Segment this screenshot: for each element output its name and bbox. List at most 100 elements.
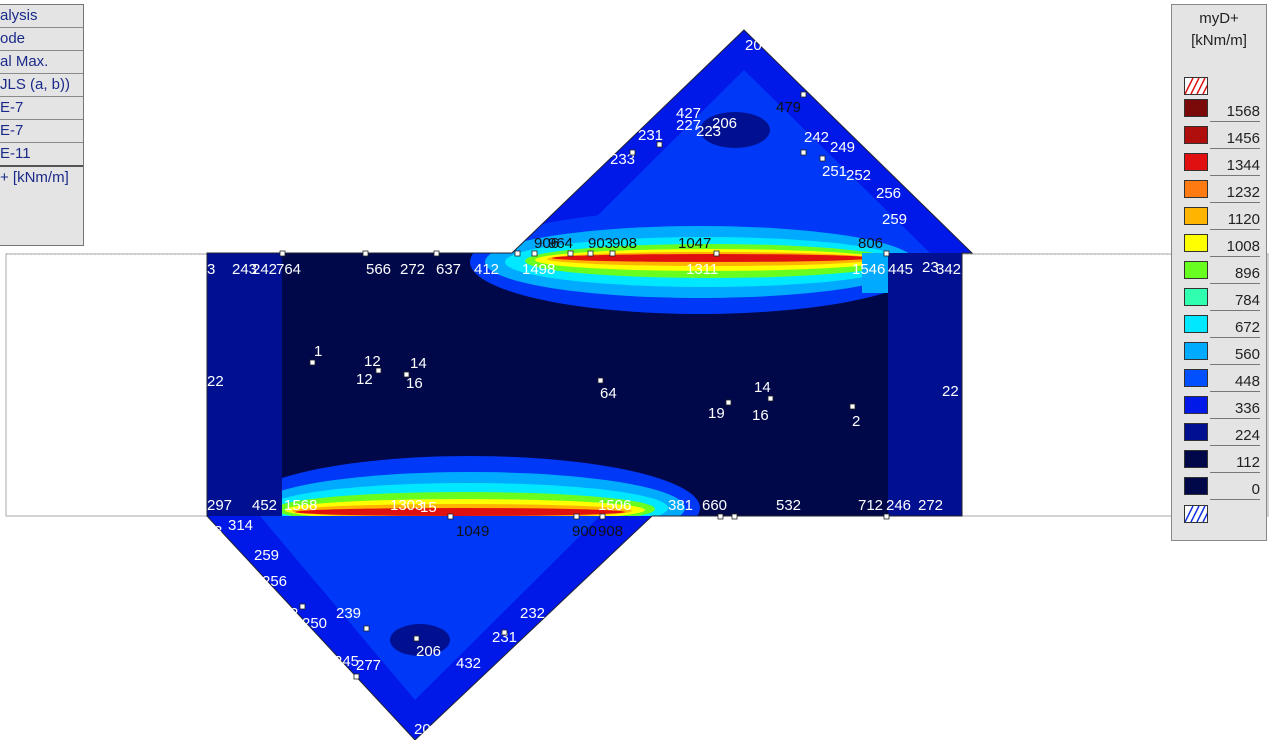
legend-value: 1232 <box>1210 184 1260 203</box>
label-upper-9: 1498 <box>522 261 555 278</box>
label-top-3: 427 <box>676 105 701 122</box>
label-top-1: 20 <box>745 37 762 54</box>
label-bottom-2: 256 <box>262 573 287 590</box>
legend-swatch <box>1184 450 1208 468</box>
info-row-analysis: alysis <box>0 5 83 28</box>
info-row-e11: E-11 <box>0 143 83 167</box>
label-upper-10: 1311 <box>686 261 718 278</box>
info-row-component: + [kNm/m] <box>0 169 69 186</box>
label-bottom-5: 239 <box>336 605 361 622</box>
info-row-mode: ode <box>0 28 83 51</box>
legend-value: 336 <box>1210 400 1260 419</box>
info-row-combination: JLS (a, b)) <box>0 74 83 97</box>
label-bottom-11: 277 <box>356 657 381 674</box>
label-top-6: 206 <box>712 115 737 132</box>
label-upper-4: 764 <box>276 261 301 278</box>
label-upper-14: 342 <box>936 261 961 278</box>
legend-swatch <box>1184 261 1208 279</box>
legend-hatch-min-icon <box>1184 505 1210 523</box>
legend-swatch <box>1184 396 1208 414</box>
label-top-10: 249 <box>830 139 855 156</box>
label-mid-4: 12 <box>356 371 373 388</box>
legend-value: 0 <box>1210 481 1260 500</box>
label-lower-1: 297 <box>207 497 232 514</box>
label-upper-2: 243 <box>232 261 257 278</box>
label-upper-6: 272 <box>400 261 425 278</box>
label-lower-5: 15 <box>420 499 437 516</box>
shape-outline <box>206 29 974 740</box>
legend-value: 1344 <box>1210 157 1260 176</box>
info-row-max: al Max. <box>0 51 83 74</box>
legend-swatch <box>1184 369 1208 387</box>
label-top-16: 964 <box>548 235 573 252</box>
label-lower-6: 1506 <box>598 497 631 514</box>
label-top-2: 479 <box>776 99 801 116</box>
legend-value: 1568 <box>1210 103 1260 122</box>
label-top-18: 908 <box>612 235 637 252</box>
label-bottom-3: 2 <box>290 605 298 622</box>
legend-title: myD+ <box>1199 10 1239 27</box>
label-mid-9: 14 <box>754 379 771 396</box>
label-top-13: 256 <box>876 185 901 202</box>
label-bottom-12: 20 <box>414 721 431 738</box>
legend-value: 896 <box>1210 265 1260 284</box>
label-bottom-9: 432 <box>456 655 481 672</box>
label-top-14: 259 <box>882 211 907 228</box>
label-lower-8: 660 <box>702 497 727 514</box>
legend-value: 224 <box>1210 427 1260 446</box>
info-panel: alysis ode al Max. JLS (a, b)) E-7 E-7 E… <box>0 4 84 246</box>
legend-swatch <box>1184 153 1208 171</box>
label-lower-12: 272 <box>918 497 943 514</box>
label-lower-7: 381 <box>668 497 693 514</box>
legend-unit: [kNm/m] <box>1191 32 1247 49</box>
legend-value: 1120 <box>1210 211 1260 230</box>
label-bottom-1: 259 <box>254 547 279 564</box>
label-top-7: 231 <box>638 127 663 144</box>
label-top-8: 233 <box>610 151 635 168</box>
legend-swatch <box>1184 180 1208 198</box>
legend-swatch <box>1184 126 1208 144</box>
label-bottom-10: 245 <box>334 653 359 670</box>
label-top-4: 227 <box>676 117 701 134</box>
label-bottom-7: 232 <box>520 605 545 622</box>
label-upper-12: 445 <box>888 261 913 278</box>
legend-swatch <box>1184 423 1208 441</box>
legend-value: 1008 <box>1210 238 1260 257</box>
label-mid-6: 16 <box>406 375 423 392</box>
label-lower-16: 314 <box>228 517 253 534</box>
label-mid-1: 22 <box>207 373 224 390</box>
label-upper-3: 242 <box>252 261 277 278</box>
node-markers <box>279 91 890 680</box>
label-top-20: 806 <box>858 235 883 252</box>
label-mid-7: 64 <box>600 385 617 402</box>
label-top-19: 1047 <box>678 235 711 252</box>
label-mid-11: 2 <box>852 413 860 430</box>
info-row-e7-a: E-7 <box>0 97 83 120</box>
label-lower-11: 246 <box>886 497 911 514</box>
label-upper-1: 3 <box>207 261 215 278</box>
label-lower-4: 1303 <box>390 497 423 514</box>
legend-swatch <box>1184 477 1208 495</box>
label-mid-3: 12 <box>364 353 381 370</box>
label-bottom-4: 250 <box>302 615 327 632</box>
label-lower-17: 3 <box>214 523 222 540</box>
legend-value: 784 <box>1210 292 1260 311</box>
legend-swatch <box>1184 99 1208 117</box>
legend-swatch <box>1184 315 1208 333</box>
label-top-12: 252 <box>846 167 871 184</box>
label-bottom-6: 206 <box>416 643 441 660</box>
label-top-5: 223 <box>696 123 721 140</box>
legend-swatch <box>1184 234 1208 252</box>
color-legend: myD+ [kNm/m] 1568 1456 1344 1232 1120 1008 896… <box>1171 4 1267 541</box>
label-upper-13: 23 <box>922 259 939 276</box>
label-top-17: 903 <box>588 235 613 252</box>
label-lower-15: 908 <box>598 523 623 540</box>
label-upper-5: 566 <box>366 261 391 278</box>
label-upper-8: 412 <box>474 261 499 278</box>
label-mid-12: 22 <box>942 383 959 400</box>
label-top-11: 251 <box>822 163 847 180</box>
label-lower-10: 712 <box>858 497 883 514</box>
label-bottom-8: 231 <box>492 629 517 646</box>
label-mid-10: 16 <box>752 407 769 424</box>
